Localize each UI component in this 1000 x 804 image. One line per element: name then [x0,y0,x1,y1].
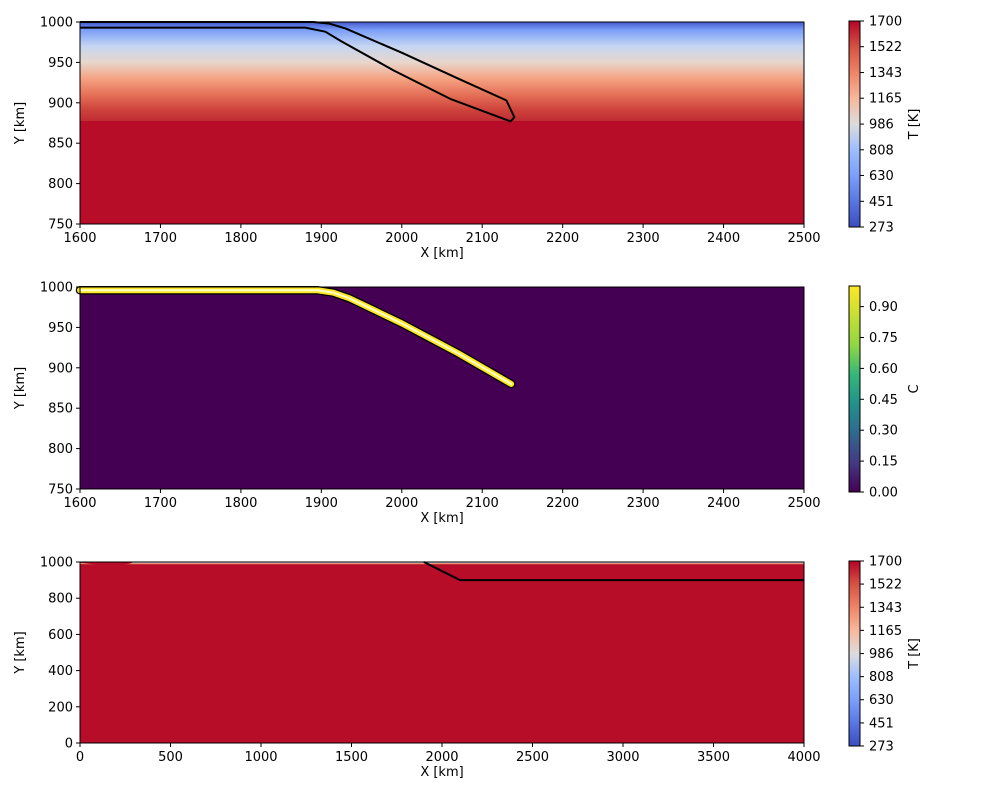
x-tick-label: 2500 [787,496,820,511]
y-tick-label: 0 [65,737,73,752]
x-tick-label: 3000 [606,750,639,765]
x-tick-label: 1000 [244,750,277,765]
colorbar-tick-label: 0.75 [869,331,898,346]
x-tick-label: 1600 [63,231,96,246]
y-tick-label: 850 [48,137,73,152]
x-tick-label: 1900 [305,496,338,511]
y-tick-label: 900 [48,361,73,376]
field-background [80,22,804,224]
x-tick-label: 2400 [707,231,740,246]
x-tick-label: 2300 [627,231,660,246]
colorbar-tick-label: 808 [869,143,894,158]
x-tick-label: 2200 [546,231,579,246]
x-tick-label: 0 [76,750,84,765]
x-tick-label: 2300 [627,496,660,511]
y-tick-label: 800 [48,442,73,457]
x-tick-label: 2000 [425,750,458,765]
y-tick-label: 1000 [40,281,73,296]
y-tick-label: 1000 [40,556,73,571]
x-tick-label: 2500 [787,231,820,246]
x-tick-label: 1700 [144,496,177,511]
colorbar-tick-label: 451 [869,716,894,731]
colorbar-tick-label: 1165 [869,624,902,639]
x-tick-label: 4000 [787,750,820,765]
y-tick-label: 600 [48,628,73,643]
colorbar-tick-label: 0.90 [869,300,898,315]
slab-outline-0 [423,561,804,582]
slab-outline-0 [80,21,516,123]
colorbar-tick-label: 0.15 [869,455,898,470]
x-tick-label: 1800 [224,496,257,511]
colorbar-label: T [K] [907,109,922,141]
y-tick-label: 200 [48,700,73,715]
x-tick-label: 500 [158,750,183,765]
x-tick-label: 2400 [707,496,740,511]
lithosphere-edge [80,562,135,566]
x-tick-label: 2100 [466,496,499,511]
x-tick-label: 2200 [546,496,579,511]
y-tick-label: 950 [48,56,73,71]
x-tick-label: 1900 [305,231,338,246]
field-background [80,562,804,743]
x-tick-label: 2100 [466,231,499,246]
colorbar-tick-label: 451 [869,195,894,210]
x-tick-label: 3500 [697,750,730,765]
colorbar-tick-label: 1165 [869,92,902,107]
colorbar-tick-label: 1700 [869,555,902,570]
y-tick-label: 750 [48,483,73,498]
colorbar [848,20,861,228]
y-axis-label: Y [km] [13,367,28,410]
x-tick-label: 2000 [385,231,418,246]
y-tick-label: 900 [48,96,73,111]
colorbar-tick-label: 1343 [869,601,902,616]
x-tick-label: 1500 [335,750,368,765]
y-tick-label: 400 [48,664,73,679]
colorbar-tick-label: 1522 [869,578,902,593]
colorbar-label: T [K] [907,638,922,670]
colorbar-tick-label: 273 [869,740,894,755]
colorbar-tick-label: 986 [869,647,894,662]
colorbar-tick-label: 1700 [869,15,902,30]
temperature-panel-zoom: 1600 1700 1800 1900 2000 2100 2200 2300 2400 2500… [13,15,922,262]
colorbar-tick-label: 808 [869,670,894,685]
colorbar [848,285,861,493]
colorbar-label: C [907,384,922,393]
x-tick-label: 1800 [224,231,257,246]
colorbar-tick-label: 0.45 [869,393,898,408]
x-axis-label: X [km] [420,511,463,526]
y-tick-label: 800 [48,177,73,192]
x-axis-label: X [km] [420,765,463,780]
colorbar-tick-label: 986 [869,118,894,133]
y-tick-label: 850 [48,402,73,417]
temperature-panel-full: 0 500 1000 1500 2000 2500 3000 3500 4000 0 200 400 6… [13,555,922,781]
colorbar-tick-label: 1522 [869,40,902,55]
colorbar-tick-label: 273 [869,221,894,236]
x-axis-label: X [km] [420,246,463,261]
colorbar-tick-label: 1343 [869,66,902,81]
y-tick-label: 1000 [40,16,73,31]
x-tick-label: 1600 [63,496,96,511]
y-tick-label: 800 [48,592,73,607]
composition-band-core [79,289,513,385]
colorbar-tick-label: 0.00 [869,486,898,501]
axes-frame [79,286,805,490]
y-axis-label: Y [km] [13,102,28,145]
x-tick-label: 1700 [144,231,177,246]
y-axis-label: Y [km] [13,631,28,674]
colorbar [848,560,861,747]
composition-panel-zoom: 1600 1700 1800 1900 2000 2100 2200 2300 2400 2500… [13,281,922,527]
field-background [80,287,804,489]
axes-frame [79,21,805,225]
x-tick-label: 2500 [516,750,549,765]
y-tick-label: 950 [48,321,73,336]
colorbar-tick-label: 630 [869,169,894,184]
colorbar-tick-label: 0.60 [869,362,898,377]
colorbar-tick-label: 630 [869,693,894,708]
colorbar-tick-label: 0.30 [869,424,898,439]
x-tick-label: 2000 [385,496,418,511]
y-tick-label: 750 [48,218,73,233]
